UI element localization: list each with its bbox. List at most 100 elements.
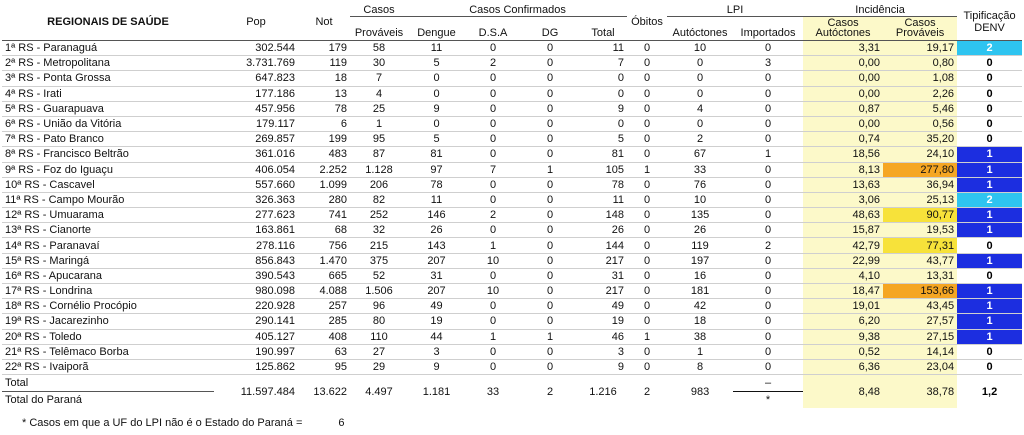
cell-imp: 0 xyxy=(733,207,804,224)
cell-inc-prov: 13,31 xyxy=(883,268,958,285)
total-parana-label: Total do Paraná xyxy=(2,391,214,409)
cell-dsa: 0 xyxy=(465,116,521,133)
total-tip: 1,2 xyxy=(957,374,1023,409)
table-row: 6ª RS - União da Vitória 179.117 6 1 0 0 0 0 0 0 0… xyxy=(2,116,1023,133)
cell-pop: 326.363 xyxy=(214,192,298,209)
cell-prov: 1 xyxy=(350,116,408,133)
cell-dsa: 0 xyxy=(465,344,521,360)
table-row: 8ª RS - Francisco Beltrão 361.016 483 87 81 0… xyxy=(2,146,1023,163)
cell-pop: 3.731.769 xyxy=(214,55,298,72)
cell-pop: 177.186 xyxy=(214,86,298,102)
cell-dg: 0 xyxy=(521,177,579,193)
cell-obitos: 0 xyxy=(627,207,668,224)
cell-total: 9 xyxy=(579,359,628,376)
table-row: 22ª RS - Ivaiporã 125.862 95 29 9 0 0 9 0 8 0 6,36 2… xyxy=(2,359,1023,376)
cell-inc-aut: 0,00 xyxy=(803,116,884,133)
cell-imp: 0 xyxy=(733,177,804,193)
table-row: 19ª RS - Jacarezinho 290.141 285 80 19 0 0 19 0 1… xyxy=(2,313,1023,330)
cell-imp: 0 xyxy=(733,162,804,178)
cell-prov: 110 xyxy=(350,329,408,345)
cell-inc-aut: 0,00 xyxy=(803,70,884,87)
cell-dg: 0 xyxy=(521,55,579,72)
cell-pop: 277.623 xyxy=(214,207,298,224)
cell-obitos: 0 xyxy=(627,268,668,285)
cell-prov: 4 xyxy=(350,86,408,102)
cell-dg: 0 xyxy=(521,192,579,209)
total-aut: 983 xyxy=(667,374,734,409)
table-row: 2ª RS - Metropolitana 3.731.769 119 30 5 2 0 7 0… xyxy=(2,55,1023,72)
cell-not: 119 xyxy=(298,55,350,72)
cell-aut: 76 xyxy=(667,177,734,193)
cell-prov: 95 xyxy=(350,131,408,148)
cell-inc-prov: 25,13 xyxy=(883,192,958,209)
cell-aut: 4 xyxy=(667,101,734,117)
cell-pop: 390.543 xyxy=(214,268,298,285)
cell-dg: 0 xyxy=(521,222,579,239)
cell-pop: 647.823 xyxy=(214,70,298,87)
cell-dengue: 81 xyxy=(408,146,465,163)
cell-total: 144 xyxy=(579,237,628,254)
cell-inc-prov: 90,77 xyxy=(883,207,958,224)
cell-dsa: 0 xyxy=(465,192,521,209)
cell-dengue: 78 xyxy=(408,177,465,193)
cell-imp: 0 xyxy=(733,192,804,209)
total-prov: 4.497 xyxy=(350,374,408,409)
cell-not: 408 xyxy=(298,329,350,345)
cell-pop: 125.862 xyxy=(214,359,298,376)
header-tipificacao: Tipificação DENV xyxy=(957,4,1023,41)
cell-tip: 0 xyxy=(957,55,1023,72)
cell-dengue: 97 xyxy=(408,162,465,178)
cell-obitos: 0 xyxy=(627,222,668,239)
cell-prov: 252 xyxy=(350,207,408,224)
cell-imp: 0 xyxy=(733,131,804,148)
cell-dg: 0 xyxy=(521,237,579,254)
cell-aut: 119 xyxy=(667,237,734,254)
cell-dsa: 0 xyxy=(465,101,521,117)
cell-total: 19 xyxy=(579,313,628,330)
cell-obitos: 0 xyxy=(627,192,668,209)
cell-inc-aut: 0,00 xyxy=(803,55,884,72)
total-imp-bottom: * xyxy=(733,391,804,409)
cell-total: 3 xyxy=(579,344,628,360)
cell-pop: 190.997 xyxy=(214,344,298,360)
total-label: Total xyxy=(2,374,214,392)
cell-imp: 0 xyxy=(733,268,804,285)
cell-inc-prov: 0,80 xyxy=(883,55,958,72)
cell-inc-aut: 13,63 xyxy=(803,177,884,193)
cell-dg: 0 xyxy=(521,70,579,87)
cell-inc-aut: 9,38 xyxy=(803,329,884,345)
total-dengue: 1.181 xyxy=(408,374,465,409)
cell-obitos: 0 xyxy=(627,70,668,87)
cell-tip: 0 xyxy=(957,116,1023,133)
cell-inc-aut: 18,47 xyxy=(803,283,884,300)
cell-name: 1ª RS - Paranaguá xyxy=(2,40,214,57)
regional-table: REGIONAIS DE SAÚDE Pop Not Casos Casos C… xyxy=(2,4,1023,409)
cell-imp: 0 xyxy=(733,86,804,102)
cell-prov: 30 xyxy=(350,55,408,72)
header-dsa: D.S.A xyxy=(465,16,521,41)
total-pop: 11.597.484 xyxy=(214,374,298,409)
cell-aut: 18 xyxy=(667,313,734,330)
cell-dengue: 0 xyxy=(408,70,465,87)
cell-inc-aut: 0,00 xyxy=(803,86,884,102)
cell-name: 15ª RS - Maringá xyxy=(2,253,214,269)
table-row: 1ª RS - Paranaguá 302.544 179 58 11 0 0 11 0 10 0 3… xyxy=(2,40,1023,57)
cell-tip: 2 xyxy=(957,40,1023,57)
cell-dg: 0 xyxy=(521,40,579,57)
cell-aut: 0 xyxy=(667,116,734,133)
header-dengue: Dengue xyxy=(408,16,465,41)
cell-imp: 0 xyxy=(733,253,804,269)
table-body: 1ª RS - Paranaguá 302.544 179 58 11 0 0 11 0 10 0 3… xyxy=(2,40,1023,376)
cell-not: 68 xyxy=(298,222,350,239)
cell-name: 19ª RS - Jacarezinho xyxy=(2,313,214,330)
cell-aut: 0 xyxy=(667,86,734,102)
cell-aut: 1 xyxy=(667,344,734,360)
cell-dg: 0 xyxy=(521,253,579,269)
cell-name: 5ª RS - Guarapuava xyxy=(2,101,214,117)
cell-inc-prov: 1,08 xyxy=(883,70,958,87)
cell-inc-aut: 0,74 xyxy=(803,131,884,148)
cell-imp: 3 xyxy=(733,55,804,72)
cell-inc-aut: 15,87 xyxy=(803,222,884,239)
table-footer: Total 11.597.484 13.622 4.497 1.181 33 2… xyxy=(2,374,1023,409)
cell-dengue: 5 xyxy=(408,131,465,148)
